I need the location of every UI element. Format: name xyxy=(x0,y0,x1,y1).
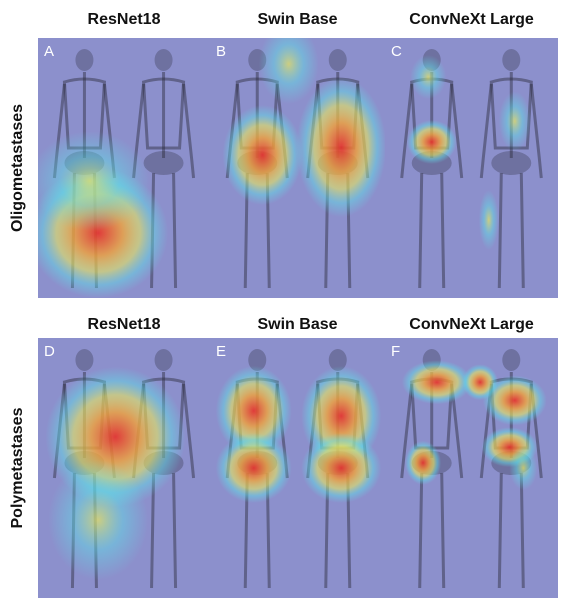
heatmap-blob xyxy=(258,38,319,104)
panel-title: Swin Base xyxy=(257,316,337,333)
panel-letter: E xyxy=(216,343,226,360)
row-label: Polymetastases xyxy=(9,407,26,528)
panel xyxy=(38,38,210,298)
legs xyxy=(497,172,525,289)
heatmap-blob xyxy=(509,446,538,490)
heatmap-blob xyxy=(48,460,149,580)
heatmap-blob xyxy=(498,91,531,152)
panel-title: ConvNeXt Large xyxy=(409,11,534,28)
panel xyxy=(38,338,210,598)
panel-letter: F xyxy=(391,343,400,360)
pelvis xyxy=(491,151,532,175)
skull xyxy=(328,49,347,71)
panel-letter: B xyxy=(216,43,226,60)
heatmap-blob xyxy=(478,190,499,250)
heatmap-blob xyxy=(406,120,457,164)
panel-letter: C xyxy=(391,43,402,60)
panel-title: ConvNeXt Large xyxy=(409,316,534,333)
pelvis xyxy=(143,151,184,175)
panel-title: ResNet18 xyxy=(88,11,161,28)
skull xyxy=(75,349,94,371)
skull xyxy=(502,349,521,371)
skull xyxy=(328,349,347,371)
heatmap-blob xyxy=(482,375,547,426)
panel-title: ResNet18 xyxy=(88,316,161,333)
panel xyxy=(385,338,558,598)
heatmap-blob xyxy=(222,105,303,205)
legs xyxy=(418,172,446,289)
heatmap-blob xyxy=(401,360,472,405)
arms xyxy=(400,383,464,479)
arms xyxy=(479,83,543,179)
skull xyxy=(75,49,94,71)
heatmap-blob xyxy=(410,55,447,99)
legs xyxy=(497,472,525,589)
row-label: Oligometastases xyxy=(9,104,26,232)
panel-letter: D xyxy=(44,343,55,360)
heatmap-blob xyxy=(38,131,150,231)
panel xyxy=(385,38,558,298)
panel-title: Swin Base xyxy=(257,11,337,28)
panel-letter: A xyxy=(44,43,54,60)
heatmap-blob xyxy=(301,433,382,503)
skull xyxy=(154,49,173,71)
skull xyxy=(502,49,521,71)
heatmap-blob xyxy=(215,365,292,456)
skull xyxy=(154,349,173,371)
skull xyxy=(248,349,267,371)
heatmap-blob xyxy=(405,440,442,485)
heatmap-blob xyxy=(296,77,385,218)
arms xyxy=(400,83,464,179)
torso xyxy=(141,77,186,150)
heatmap-blob xyxy=(215,433,292,503)
legs xyxy=(418,472,446,589)
panel xyxy=(210,338,385,598)
panel xyxy=(210,38,385,298)
